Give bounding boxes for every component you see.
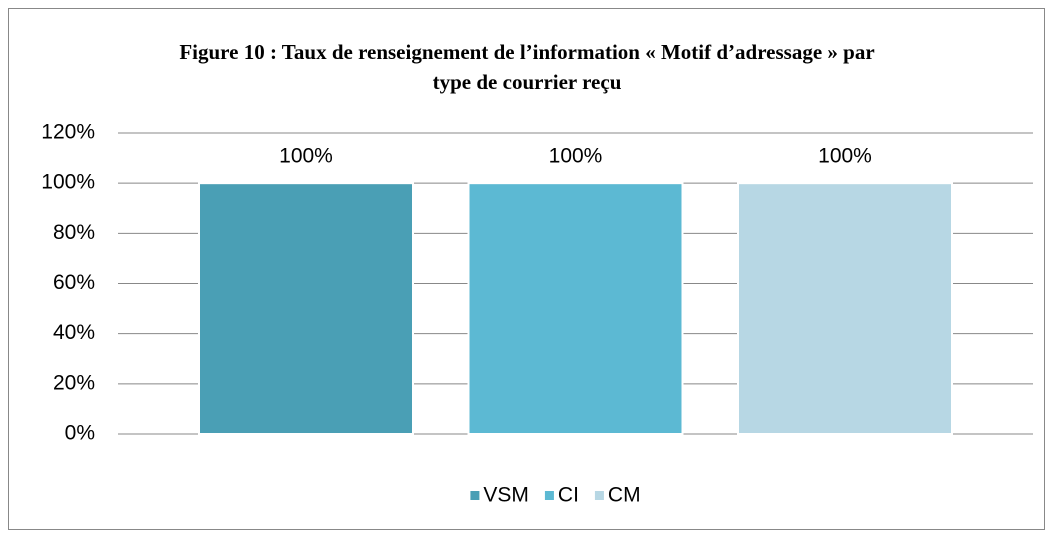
y-tick-label: 40%: [53, 321, 95, 344]
legend-swatch: [544, 491, 554, 500]
legend-label: CM: [608, 484, 641, 507]
y-tick-label: 120%: [41, 121, 95, 144]
value-label: 100%: [279, 145, 333, 168]
legend-label: CI: [558, 484, 579, 507]
y-tick-label: 100%: [41, 171, 95, 194]
y-tick-label: 80%: [53, 221, 95, 244]
y-tick-label: 20%: [53, 371, 95, 394]
legend-swatch: [470, 491, 480, 500]
y-tick-label: 0%: [65, 422, 95, 445]
bar: [198, 182, 414, 435]
legend-label: VSM: [483, 484, 529, 507]
bar: [467, 182, 684, 435]
legend-swatch: [594, 491, 604, 500]
chart-title: Figure 10 : Taux de renseignement de l’i…: [179, 40, 875, 94]
value-label: 100%: [818, 145, 872, 168]
y-tick-label: 60%: [53, 271, 95, 294]
value-label: 100%: [549, 145, 603, 168]
bar: [737, 182, 953, 435]
